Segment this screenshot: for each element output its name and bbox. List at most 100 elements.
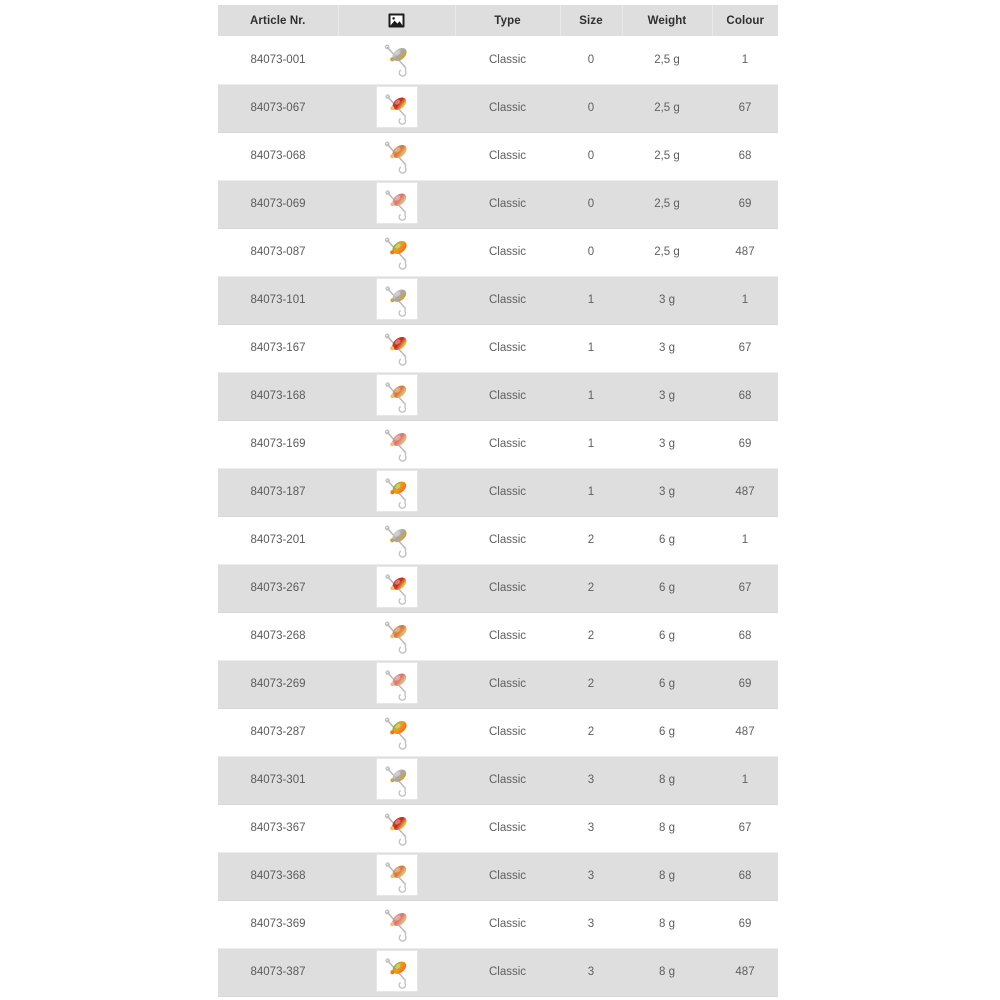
lure-thumbnail-firetiger[interactable]	[375, 949, 418, 992]
lure-thumbnail-red[interactable]	[376, 326, 418, 368]
cell-product-image[interactable]	[338, 36, 455, 85]
cell-type: Classic	[455, 324, 560, 373]
cell-type: Classic	[455, 852, 560, 901]
cell-size: 2	[560, 516, 622, 565]
cell-product-image[interactable]	[338, 852, 455, 901]
cell-colour: 69	[712, 420, 778, 469]
lure-thumbnail-pink[interactable]	[375, 181, 418, 224]
table-row[interactable]: 84073-067 Classic 0 2,5 g 67	[218, 84, 778, 133]
cell-product-image[interactable]	[338, 948, 455, 997]
table-row[interactable]: 84073-267 Classic 2 6 g 67	[218, 564, 778, 613]
cell-article-number: 84073-069	[218, 180, 338, 229]
lure-thumbnail-silver[interactable]	[376, 518, 418, 560]
lure-thumbnail-red[interactable]	[375, 565, 418, 608]
cell-type: Classic	[455, 660, 560, 709]
lure-thumbnail-firetiger[interactable]	[376, 230, 418, 272]
cell-product-image[interactable]	[338, 420, 455, 469]
lure-thumbnail-pink[interactable]	[375, 661, 418, 704]
cell-colour: 69	[712, 180, 778, 229]
image-icon	[388, 13, 405, 28]
cell-product-image[interactable]	[338, 468, 455, 517]
cell-type: Classic	[455, 276, 560, 325]
cell-weight: 2,5 g	[622, 132, 712, 181]
cell-product-image[interactable]	[338, 180, 455, 229]
cell-size: 0	[560, 180, 622, 229]
lure-thumbnail-red[interactable]	[376, 806, 418, 848]
table-row[interactable]: 84073-168 Classic 1 3 g 68	[218, 372, 778, 421]
table-row[interactable]: 84073-187 Classic 1 3 g 487	[218, 468, 778, 517]
table-row[interactable]: 84073-367 Classic 3 8 g 67	[218, 804, 778, 853]
cell-type: Classic	[455, 228, 560, 277]
lure-thumbnail-pink[interactable]	[376, 422, 418, 464]
table-row[interactable]: 84073-387 Classic 3 8 g 487	[218, 948, 778, 997]
cell-size: 3	[560, 852, 622, 901]
column-header-colour[interactable]: Colour	[726, 14, 765, 27]
column-header-weight[interactable]: Weight	[622, 5, 713, 36]
cell-weight: 2,5 g	[622, 36, 712, 85]
table-row[interactable]: 84073-287 Classic 2 6 g 487	[218, 708, 778, 757]
lure-thumbnail-orange[interactable]	[375, 373, 418, 416]
cell-weight: 3 g	[622, 420, 712, 469]
lure-thumbnail-orange[interactable]	[375, 853, 418, 896]
cell-size: 0	[560, 36, 622, 85]
cell-colour: 68	[712, 132, 778, 181]
lure-thumbnail-firetiger[interactable]	[376, 710, 418, 752]
table-row[interactable]: 84073-068 Classic 0 2,5 g 68	[218, 132, 778, 181]
cell-weight: 2,5 g	[622, 228, 712, 277]
table-row[interactable]: 84073-087 Classic 0 2,5 g 487	[218, 228, 778, 277]
cell-type: Classic	[455, 948, 560, 997]
lure-thumbnail-silver[interactable]	[376, 37, 418, 79]
column-header-article[interactable]: Article Nr.	[218, 5, 339, 36]
lure-thumbnail-orange[interactable]	[376, 614, 418, 656]
cell-article-number: 84073-201	[218, 516, 338, 565]
cell-size: 3	[560, 948, 622, 997]
table-row[interactable]: 84073-169 Classic 1 3 g 69	[218, 420, 778, 469]
table-row[interactable]: 84073-369 Classic 3 8 g 69	[218, 900, 778, 949]
cell-product-image[interactable]	[338, 84, 455, 133]
table-row[interactable]: 84073-069 Classic 0 2,5 g 69	[218, 180, 778, 229]
lure-thumbnail-silver[interactable]	[375, 757, 418, 800]
cell-product-image[interactable]	[338, 132, 455, 181]
cell-type: Classic	[455, 132, 560, 181]
cell-weight: 6 g	[622, 516, 712, 565]
column-header-image[interactable]	[338, 5, 456, 36]
table-row[interactable]: 84073-268 Classic 2 6 g 68	[218, 612, 778, 661]
cell-colour: 1	[712, 276, 778, 325]
cell-type: Classic	[455, 900, 560, 949]
variant-table-container: Article Nr. Type Size We	[218, 5, 778, 997]
cell-product-image[interactable]	[338, 324, 455, 373]
cell-size: 1	[560, 276, 622, 325]
cell-weight: 8 g	[622, 852, 712, 901]
cell-weight: 3 g	[622, 468, 712, 517]
cell-product-image[interactable]	[338, 516, 455, 565]
table-row[interactable]: 84073-269 Classic 2 6 g 69	[218, 660, 778, 709]
lure-thumbnail-pink[interactable]	[376, 902, 418, 944]
lure-thumbnail-orange[interactable]	[376, 134, 418, 176]
cell-product-image[interactable]	[338, 804, 455, 853]
cell-product-image[interactable]	[338, 660, 455, 709]
cell-size: 0	[560, 132, 622, 181]
lure-thumbnail-firetiger[interactable]	[375, 469, 418, 512]
cell-product-image[interactable]	[338, 564, 455, 613]
lure-thumbnail-red[interactable]	[375, 85, 418, 128]
lure-thumbnail-silver[interactable]	[375, 277, 418, 320]
cell-article-number: 84073-067	[218, 84, 338, 133]
cell-product-image[interactable]	[338, 276, 455, 325]
cell-product-image[interactable]	[338, 900, 455, 949]
cell-colour: 487	[712, 948, 778, 997]
cell-product-image[interactable]	[338, 756, 455, 805]
column-header-type[interactable]: Type	[455, 5, 561, 36]
table-row[interactable]: 84073-167 Classic 1 3 g 67	[218, 324, 778, 373]
cell-product-image[interactable]	[338, 228, 455, 277]
cell-product-image[interactable]	[338, 372, 455, 421]
table-row[interactable]: 84073-368 Classic 3 8 g 68	[218, 852, 778, 901]
cell-product-image[interactable]	[338, 708, 455, 757]
cell-product-image[interactable]	[338, 612, 455, 661]
cell-type: Classic	[455, 708, 560, 757]
cell-article-number: 84073-268	[218, 612, 338, 661]
column-header-size[interactable]: Size	[560, 5, 623, 36]
